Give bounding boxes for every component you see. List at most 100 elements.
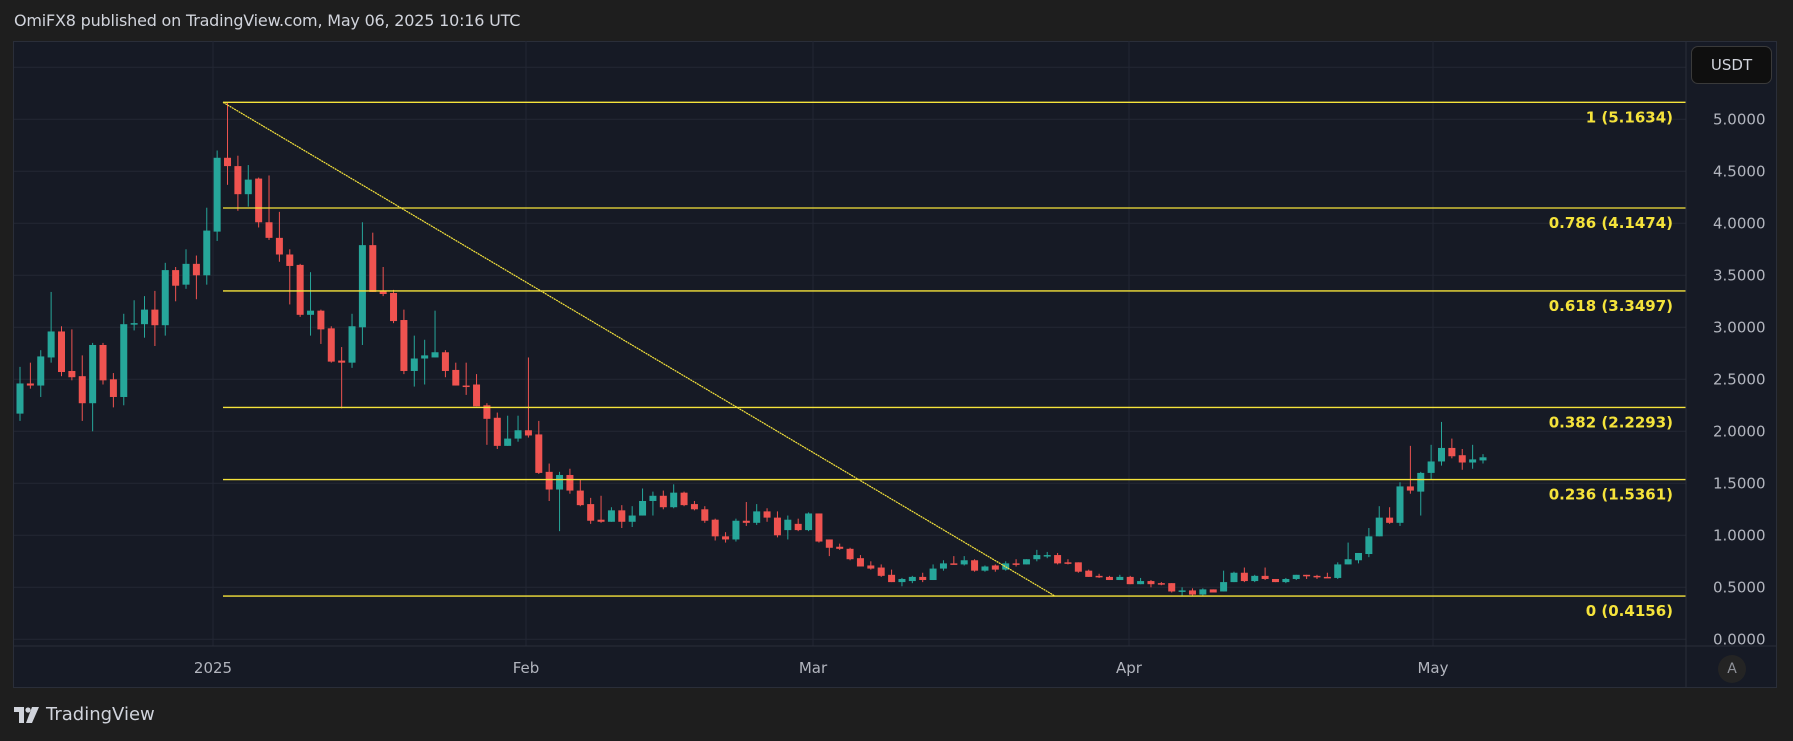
price-axis-label: 2.5000: [1713, 370, 1766, 388]
candle-body: [192, 263, 200, 276]
candle-body: [275, 237, 283, 255]
candle-body: [317, 310, 325, 330]
candle-body: [649, 495, 657, 501]
candle-body: [950, 563, 958, 565]
fib-level-label: 0 (0.4156): [1586, 602, 1673, 620]
candle-body: [265, 222, 273, 238]
candle-body: [929, 568, 937, 581]
candle-body: [244, 179, 252, 195]
candle-body: [172, 270, 180, 286]
candle-body: [856, 558, 864, 567]
candle-body: [794, 523, 802, 531]
candle-body: [1334, 564, 1342, 578]
candle-body: [628, 515, 636, 522]
candle-body: [1095, 575, 1103, 578]
time-axis-label: Apr: [1116, 659, 1143, 677]
fib-level-label: 0.618 (3.3497): [1549, 297, 1673, 315]
candle-body: [991, 565, 999, 570]
candle-body: [1271, 578, 1279, 583]
price-axis-label: 1.0000: [1713, 526, 1766, 544]
currency-button[interactable]: USDT: [1691, 46, 1772, 84]
candle-body: [587, 504, 595, 521]
price-axis-label: 4.5000: [1713, 162, 1766, 180]
candle-body: [898, 578, 906, 583]
candle-body: [224, 157, 232, 167]
candle-body: [846, 548, 854, 560]
price-axis-label: 3.0000: [1713, 318, 1766, 336]
candle-body: [410, 358, 418, 371]
candle-body: [130, 323, 138, 325]
candle-body: [1479, 457, 1487, 461]
candle-body: [58, 331, 66, 373]
price-axis-label: 1.5000: [1713, 474, 1766, 492]
candle-body: [773, 517, 781, 536]
time-axis-label: May: [1417, 659, 1448, 677]
candle-body: [1344, 559, 1352, 565]
candle-body: [1137, 581, 1145, 585]
candle-body: [1354, 552, 1362, 561]
candle-body: [493, 417, 501, 446]
candle-body: [1313, 575, 1321, 578]
tradingview-logo-icon: [14, 706, 39, 723]
candle-body: [597, 519, 605, 522]
candle-body: [1022, 559, 1030, 565]
axes: 5.0000 4.5000 4.0000 3.5000 3.0000 2.5000 2.00…: [13, 41, 1777, 688]
fib-level-label: 1 (5.1634): [1586, 108, 1673, 126]
candle-body: [483, 405, 491, 419]
candle-body: [1417, 472, 1425, 492]
candle-body: [908, 576, 916, 582]
candle-body: [68, 370, 76, 378]
candle-body: [1427, 461, 1435, 473]
time-axis-label: Mar: [799, 659, 828, 677]
candle-body: [576, 490, 584, 506]
fib-retracement-drawing[interactable]: 1 (5.1634) 0.786 (4.1474) 0.618 (3.3497) 0.…: [222, 101, 1686, 620]
candle-body: [307, 310, 315, 315]
candle-body: [1240, 572, 1248, 582]
price-axis-label: 3.5000: [1713, 266, 1766, 284]
candle-body: [1396, 486, 1404, 523]
candle-body: [1188, 590, 1196, 595]
time-axis-label: Feb: [513, 659, 540, 677]
candle-body: [556, 474, 564, 490]
candle-body: [1386, 517, 1394, 523]
candle-body: [234, 166, 242, 195]
fib-level-label: 0.382 (2.2293): [1549, 413, 1673, 431]
candle-body: [358, 245, 366, 328]
candle-body: [89, 344, 97, 404]
candle-body: [618, 510, 626, 522]
candle-body: [1282, 578, 1290, 583]
candle-body: [722, 536, 730, 540]
candle-body: [141, 309, 149, 325]
candle-body: [462, 385, 470, 388]
candle-body: [37, 356, 45, 386]
candle-body: [1074, 562, 1082, 572]
candles: [16, 102, 1487, 596]
candle-body: [1292, 574, 1300, 579]
candle-body: [939, 563, 947, 569]
candlestick-chart[interactable]: 1 (5.1634) 0.786 (4.1474) 0.618 (3.3497) 0.…: [13, 41, 1777, 688]
candle-body: [524, 430, 532, 436]
candle-body: [680, 492, 688, 506]
tradingview-logo[interactable]: TradingView: [14, 704, 155, 725]
candle-body: [1406, 486, 1414, 491]
candle-body: [16, 383, 24, 414]
candle-body: [390, 292, 398, 322]
candle-body: [255, 178, 263, 223]
candle-body: [971, 560, 979, 571]
auto-scale-button[interactable]: A: [1718, 655, 1746, 683]
candle-body: [47, 331, 55, 358]
tradingview-logo-text: TradingView: [46, 704, 155, 725]
candle-body: [981, 566, 989, 571]
price-axis-label: 0.5000: [1713, 578, 1766, 596]
candle-body: [26, 383, 34, 386]
candle-body: [400, 320, 408, 371]
candle-body: [1437, 447, 1445, 462]
candle-body: [670, 492, 678, 508]
candle-body: [1365, 536, 1373, 555]
candle-body: [815, 513, 823, 542]
candle-body: [327, 328, 335, 362]
candle-body: [421, 355, 429, 359]
candle-body: [514, 430, 522, 439]
candle-body: [161, 270, 169, 326]
candle-body: [867, 565, 875, 569]
